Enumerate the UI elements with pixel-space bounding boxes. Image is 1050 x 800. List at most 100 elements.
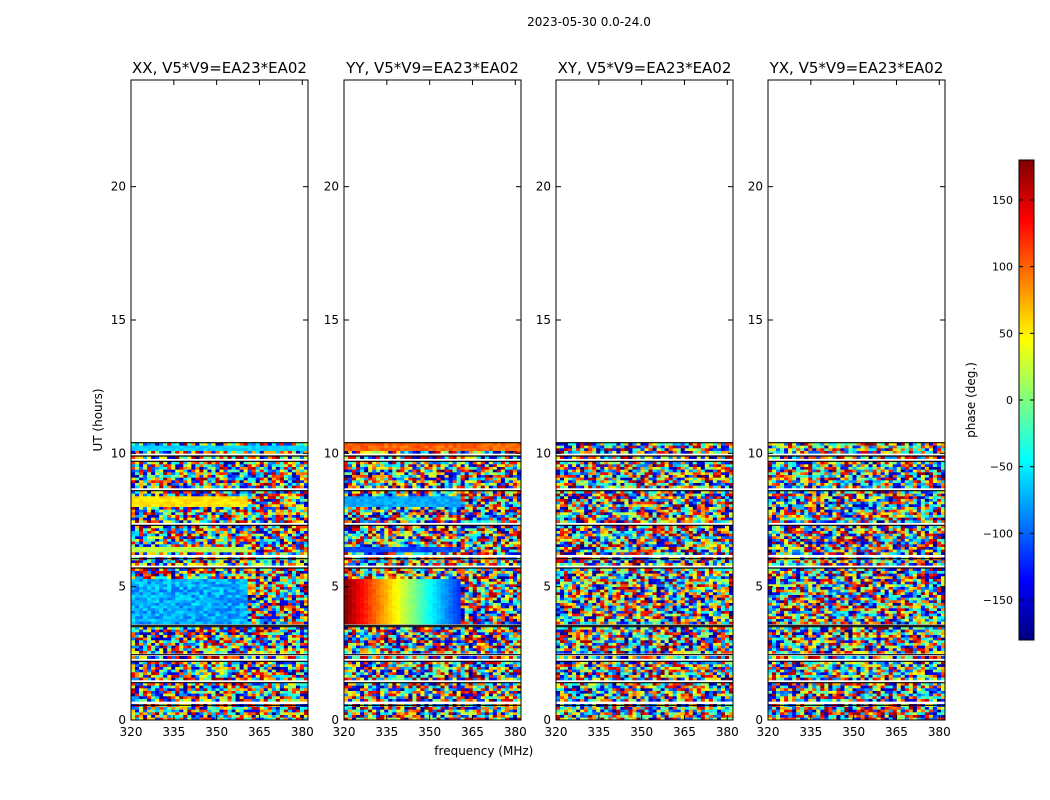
heatmap-cell <box>516 712 522 715</box>
heatmap-cell <box>195 618 200 622</box>
heatmap-cell <box>271 650 277 654</box>
heatmap-cell <box>392 688 397 691</box>
heatmap-cell <box>191 621 196 625</box>
heatmap-cell <box>231 592 236 595</box>
heatmap-cell <box>227 482 232 486</box>
heatmap-cell <box>267 562 273 566</box>
heatmap-cell <box>368 709 373 713</box>
heatmap-cell <box>171 562 176 566</box>
heatmap-cell <box>151 682 156 686</box>
heatmap-cell <box>420 666 425 670</box>
heatmap-cell <box>235 466 240 470</box>
heatmap-cell <box>227 656 232 659</box>
heatmap-cell <box>227 685 232 689</box>
heatmap-cell <box>384 664 389 667</box>
heatmap-cell <box>464 696 469 699</box>
heatmap-cell <box>263 450 269 454</box>
heatmap-cell <box>251 682 256 686</box>
heatmap-cell <box>131 464 136 467</box>
heatmap-cell <box>131 570 136 574</box>
heatmap-cell <box>139 573 144 577</box>
heatmap-cell <box>376 709 381 713</box>
heatmap-cell <box>175 466 180 470</box>
heatmap-cell <box>360 682 365 686</box>
heatmap-cell <box>219 688 224 691</box>
heatmap-cell <box>143 648 148 651</box>
heatmap-cell <box>279 506 285 510</box>
heatmap-cell <box>167 698 172 702</box>
heatmap-cell <box>368 712 373 715</box>
heatmap-cell <box>187 442 192 446</box>
heatmap-cell <box>199 578 204 582</box>
heatmap-cell <box>464 672 469 675</box>
heatmap-cell <box>287 496 293 499</box>
heatmap-cell <box>215 472 220 475</box>
heatmap-cell <box>163 608 168 611</box>
heatmap-cell <box>420 664 425 667</box>
heatmap-cell <box>131 520 136 523</box>
heatmap-cell <box>255 506 261 510</box>
heatmap-cell <box>163 445 168 449</box>
heatmap-cell <box>151 541 156 545</box>
heatmap-cell <box>187 696 192 699</box>
heatmap-cell <box>267 496 273 499</box>
heatmap-cell <box>275 461 281 465</box>
heatmap-cell <box>243 597 248 601</box>
heatmap-cell <box>159 632 164 635</box>
heatmap-cell <box>183 517 188 521</box>
heatmap-cell <box>291 626 297 630</box>
heatmap-cell <box>147 613 152 617</box>
heatmap-cell <box>175 570 180 574</box>
heatmap-cell <box>155 664 160 667</box>
heatmap-cell <box>259 632 265 635</box>
heatmap-cell <box>291 552 297 555</box>
heatmap-cell <box>275 456 281 459</box>
heatmap-cell <box>203 560 208 563</box>
heatmap-cell <box>444 709 449 713</box>
heatmap-cell <box>155 480 160 483</box>
heatmap-cell <box>151 698 156 702</box>
heatmap-cell <box>199 682 204 686</box>
heatmap-cell <box>203 506 208 510</box>
heatmap-cell <box>271 517 277 521</box>
heatmap-cell <box>135 597 140 601</box>
heatmap-cell <box>364 698 369 702</box>
heatmap-cell <box>195 512 200 515</box>
heatmap-cell <box>135 610 140 614</box>
heatmap-cell <box>275 448 281 451</box>
heatmap-cell <box>460 690 465 694</box>
heatmap-cell <box>223 677 228 681</box>
heatmap-cell <box>247 698 252 702</box>
heatmap-cell <box>496 706 502 710</box>
heatmap-cell <box>243 674 248 678</box>
heatmap-cell <box>380 706 385 710</box>
heatmap-cell <box>436 693 441 697</box>
heatmap-cell <box>267 533 273 537</box>
heatmap-cell <box>295 544 301 547</box>
heatmap-cell <box>143 562 148 566</box>
heatmap-cell <box>139 525 144 529</box>
heatmap-cell <box>420 706 425 710</box>
heatmap-cell <box>267 536 273 539</box>
heatmap-cell <box>211 525 216 529</box>
heatmap-cell <box>163 442 168 446</box>
heatmap-cell <box>151 480 156 483</box>
heatmap-cell <box>472 690 478 694</box>
heatmap-cell <box>412 672 417 675</box>
heatmap-cell <box>251 496 256 499</box>
heatmap-cell <box>267 514 273 518</box>
heatmap-cell <box>235 626 240 630</box>
heatmap-cell <box>279 442 285 446</box>
heatmap-cell <box>472 693 478 697</box>
heatmap-cell <box>163 618 168 622</box>
heatmap-cell <box>303 456 309 459</box>
heatmap-cell <box>235 570 240 574</box>
heatmap-cell <box>492 714 498 718</box>
heatmap-cell <box>295 629 301 633</box>
heatmap-cell <box>203 562 208 566</box>
heatmap-cell <box>187 570 192 574</box>
heatmap-cell <box>179 506 184 510</box>
heatmap-cell <box>207 597 212 601</box>
heatmap-cell <box>195 589 200 593</box>
heatmap-cell <box>299 538 305 542</box>
